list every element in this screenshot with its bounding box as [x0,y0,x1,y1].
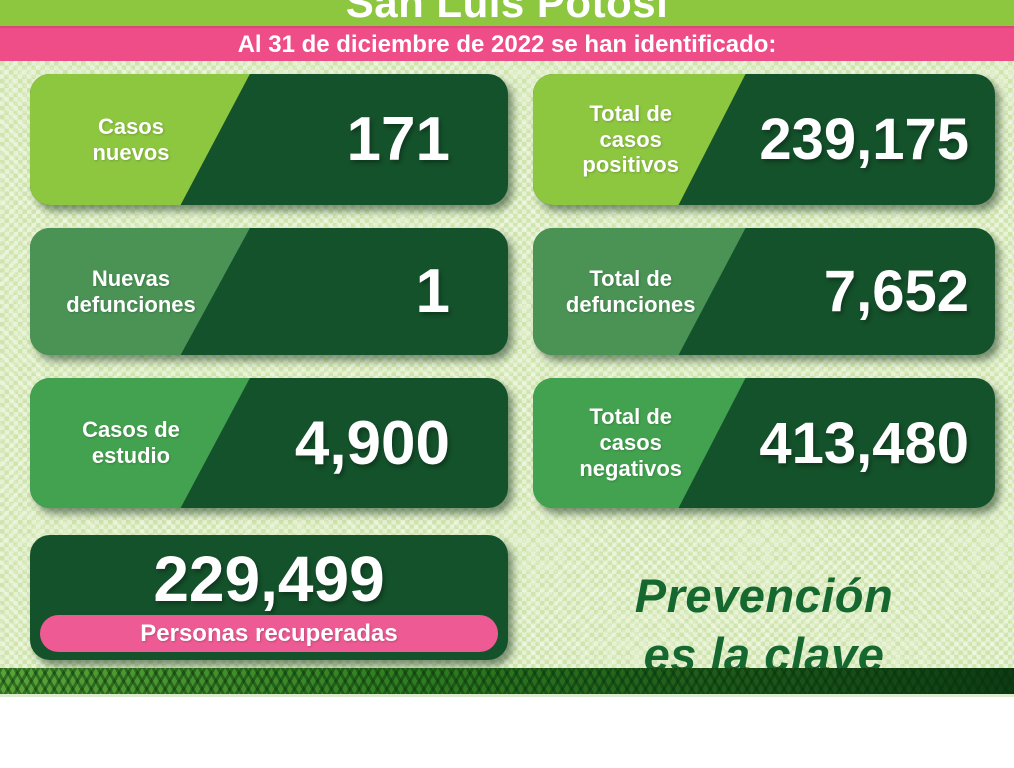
stat-card-label: Casos de estudio [82,417,180,468]
page-title: San Luis Potosí [345,0,669,26]
recovered-value: 229,499 [153,543,385,615]
date-banner-text: Al 31 de diciembre de 2022 se han identi… [237,30,777,58]
stat-card-value: 239,175 [759,107,969,172]
stat-card-total-positivos: Total de casos positivos 239,175 [533,74,995,205]
stat-card-label: Casos nuevos [92,113,170,165]
stat-card-value: 171 [346,105,450,174]
stat-card-casos-nuevos: Casos nuevos 171 [30,74,508,205]
stat-card-value: 4,900 [294,408,450,478]
stat-card-nuevas-defunciones: Nuevas defunciones 1 [30,228,508,355]
stat-card-label: Total de casos negativos [579,404,683,481]
stat-card-value: 7,652 [823,259,969,324]
stat-card-value: 413,480 [759,410,969,476]
stat-card-label: Total de casos positivos [582,100,679,178]
stat-card-total-defunciones: Total de defunciones 7,652 [533,228,995,355]
stat-card-label: Nuevas defunciones [66,265,196,317]
decorative-chevron-band [0,668,1014,694]
stats-body: Casos nuevos 171 Total de casos positivo… [0,61,1014,681]
stat-card-recuperadas: 229,499 Personas recuperadas [30,535,508,660]
stat-card-casos-estudio: Casos de estudio 4,900 [30,378,508,508]
stat-card-value: 1 [415,257,450,326]
stat-card-total-negativos: Total de casos negativos 413,480 [533,378,995,508]
state-title-band: San Luis Potosí [0,0,1014,26]
stat-card-label: Total de defunciones [565,265,696,317]
footer: POTOS I SALUD [0,694,1014,768]
date-banner: Al 31 de diciembre de 2022 se han identi… [0,26,1014,61]
recovered-label-pill: Personas recuperadas [40,615,498,652]
